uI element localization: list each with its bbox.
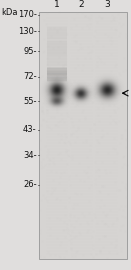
Text: 55-: 55- bbox=[23, 97, 37, 106]
Text: 26-: 26- bbox=[23, 180, 37, 190]
Text: 1: 1 bbox=[54, 1, 60, 9]
Text: 170-: 170- bbox=[18, 10, 37, 19]
Text: 43-: 43- bbox=[23, 125, 37, 134]
Text: 34-: 34- bbox=[23, 151, 37, 160]
Text: 72-: 72- bbox=[23, 72, 37, 82]
Bar bbox=[39, 12, 127, 259]
Text: kDa: kDa bbox=[1, 8, 18, 17]
Text: 2: 2 bbox=[78, 1, 84, 9]
Text: 3: 3 bbox=[104, 1, 110, 9]
Text: 95-: 95- bbox=[23, 47, 37, 56]
Text: 130-: 130- bbox=[18, 26, 37, 36]
